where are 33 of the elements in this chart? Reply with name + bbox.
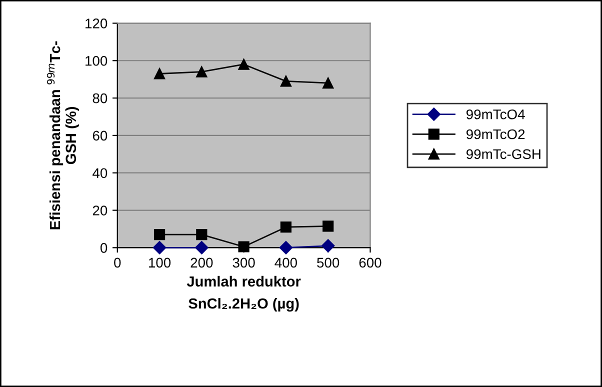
point: [280, 222, 292, 233]
legend-label: 99mTc-GSH: [466, 149, 540, 160]
point: [322, 239, 335, 252]
y-tick-label: 20: [92, 206, 108, 216]
point: [154, 229, 166, 240]
point: [322, 220, 334, 232]
x-tick-label: 100: [149, 258, 171, 268]
point: [238, 58, 250, 70]
point: [154, 68, 166, 80]
y-tick-label: 60: [92, 130, 108, 141]
point: [279, 241, 293, 254]
y-tick-label: 100: [86, 56, 108, 66]
point: [280, 76, 292, 87]
point: [195, 241, 208, 254]
x-tick-label: 300: [232, 258, 255, 268]
x-tick-label: 500: [317, 258, 340, 268]
point: [196, 229, 208, 240]
x-tick-label: 400: [274, 258, 297, 268]
point: [196, 66, 208, 78]
point: [322, 78, 334, 89]
x-axis-title: Jumlah reduktor SnCl₂.2H₂O (µg): [186, 276, 301, 312]
legend-label: 99mTcO2: [466, 129, 525, 140]
point: [152, 241, 166, 254]
y-tick-label: 0: [100, 243, 108, 253]
y-tick-label: 120: [86, 18, 108, 28]
y-tick-label: 40: [92, 168, 108, 178]
x-tick-label: 0: [114, 258, 121, 268]
legend-label: 99mTcO4: [466, 109, 525, 120]
x-tick-label: 600: [359, 258, 382, 268]
point: [238, 241, 250, 252]
text: Efisiensi penandaan $^{99m}$Tc- GSH (%): [46, 41, 79, 230]
y-tick-label: 80: [92, 93, 108, 104]
x-tick-label: 200: [190, 258, 213, 268]
